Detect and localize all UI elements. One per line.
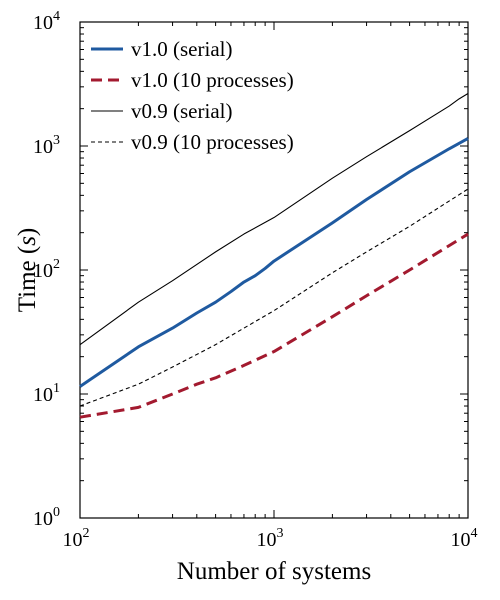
y-tick-label: 100 <box>33 505 60 530</box>
x-tick-label: 102 <box>63 526 90 551</box>
plot-area <box>79 21 469 519</box>
y-axis-label: Time (s) <box>14 228 41 313</box>
legend: v1.0 (serial) v1.0 (10 processes) v0.9 (se… <box>91 37 294 154</box>
tick-labels: 102 103 104 100 101 102 103 104 <box>33 9 478 551</box>
y-tick-label: 103 <box>33 133 60 158</box>
legend-label-2: v1.0 (10 processes) <box>131 68 294 92</box>
x-tick-label: 103 <box>257 526 284 551</box>
y-axis-label-variable: s <box>14 236 41 246</box>
x-axis-label: Number of systems <box>177 558 371 585</box>
y-tick-label: 104 <box>33 9 60 34</box>
series-line-4 <box>79 188 469 407</box>
axis-ticks <box>79 22 468 519</box>
legend-label-1: v1.0 (serial) <box>131 37 232 61</box>
y-axis-label-suffix: ) <box>14 228 41 236</box>
series-line-2 <box>79 232 469 419</box>
series-line-1 <box>79 137 469 388</box>
series-line-3 <box>79 93 469 346</box>
y-axis-label-prefix: Time ( <box>14 246 41 312</box>
x-tick-label: 104 <box>451 526 478 551</box>
y-tick-label: 101 <box>33 381 60 406</box>
legend-label-4: v0.9 (10 processes) <box>131 130 294 154</box>
legend-label-3: v0.9 (serial) <box>131 99 232 123</box>
y-tick-label: 102 <box>33 257 60 282</box>
series-lines <box>79 93 469 419</box>
